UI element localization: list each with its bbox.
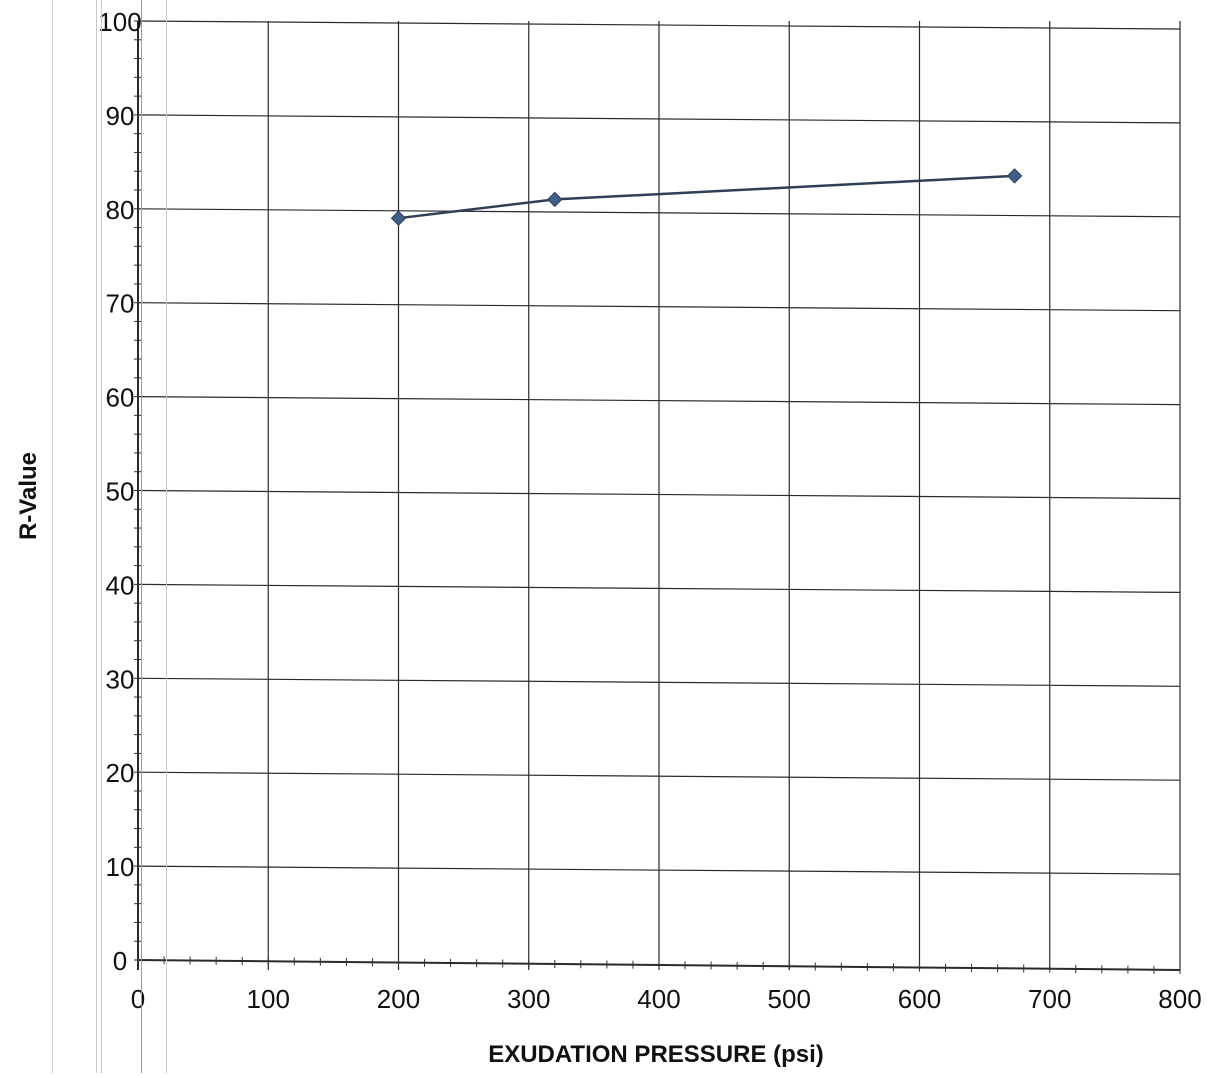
x-tick-label: 800	[1158, 984, 1201, 1014]
x-tick-label: 0	[131, 984, 145, 1014]
series-layer	[390, 168, 1023, 226]
axis-ticks	[134, 20, 1181, 974]
y-tick-label: 40	[106, 570, 135, 600]
y-tick-label: 30	[106, 664, 135, 694]
y-tick-label: 90	[106, 101, 135, 131]
x-axis-title: EXUDATION PRESSURE (psi)	[488, 1041, 824, 1068]
y-tick-label: 50	[106, 477, 135, 507]
x-tick-label: 700	[1028, 984, 1071, 1014]
grid	[137, 20, 1181, 971]
data-point-marker	[390, 210, 407, 226]
scan-artifact-line	[52, 0, 53, 1073]
scan-artifact-line	[141, 0, 142, 1073]
y-tick-label: 80	[106, 195, 135, 225]
y-tick-label: 70	[106, 289, 135, 319]
y-tick-label: 60	[106, 383, 135, 413]
x-tick-label: 300	[507, 984, 550, 1014]
x-tick-label: 600	[898, 984, 941, 1014]
y-axis-title: R-Value	[15, 452, 42, 540]
x-tick-label: 500	[768, 984, 811, 1014]
x-tick-label: 400	[637, 984, 680, 1014]
scan-artifact-line	[96, 0, 97, 1073]
x-tick-label: 200	[377, 984, 420, 1014]
data-point-marker	[547, 191, 563, 208]
x-tick-label: 100	[247, 984, 290, 1014]
y-tick-label: 100	[98, 7, 141, 37]
tick-labels: 0 10 20 30 40 50 60 70 80 90 100 0 100 200 300 400 500 60…	[98, 7, 1201, 1014]
scan-artifact-line	[166, 0, 167, 1073]
data-point-marker	[1006, 168, 1023, 184]
y-tick-label: 0	[113, 946, 127, 976]
y-tick-label: 20	[106, 758, 135, 788]
scan-artifact-line	[101, 0, 102, 1073]
y-tick-label: 10	[106, 852, 135, 882]
